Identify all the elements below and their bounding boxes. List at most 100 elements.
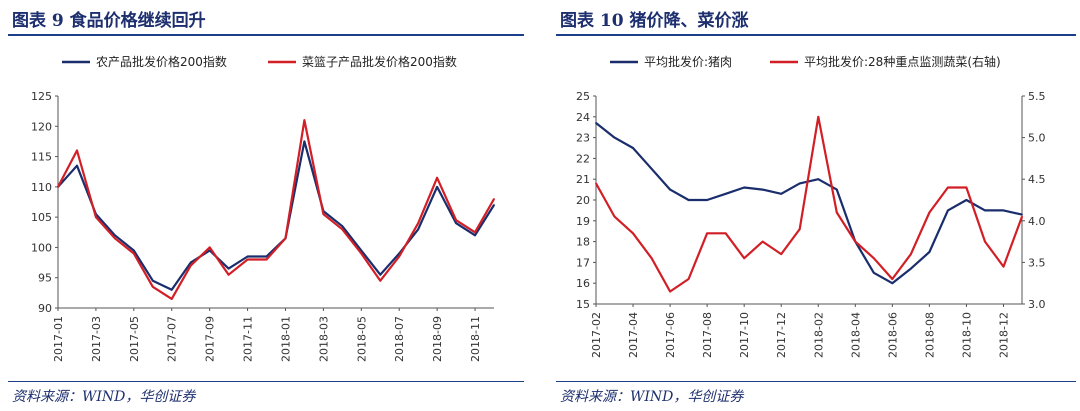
data-point	[798, 182, 801, 185]
data-point	[114, 237, 116, 240]
y-tick-label: 105	[31, 211, 52, 224]
x-tick-label: 2018-03	[317, 316, 330, 362]
chart-left: 农产品批发价格200指数 菜篮子产品批发价格200指数 90 95 100 105 110 1…	[31, 54, 495, 362]
data-point	[151, 279, 154, 282]
data-point	[360, 249, 363, 252]
data-point	[632, 232, 634, 235]
data-point	[303, 119, 306, 122]
x-tick-label: 2018-08	[923, 312, 936, 358]
legend-label-1: 平均批发价:猪肉	[644, 54, 732, 69]
chart-right: 平均批发价:猪肉 平均批发价:28种重点监测蔬菜(右轴) 15 16 17 18 19 20 2…	[576, 54, 1046, 358]
data-point	[379, 273, 382, 276]
figure-9-panel: 图表 9 食品价格继续回升 农产品批发价格200指数 菜篮子产品批发价格200指数…	[0, 0, 528, 411]
figure-9-title-rule	[8, 34, 524, 36]
data-point	[632, 147, 634, 149]
data-point	[780, 253, 783, 256]
x-tick-label: 2018-11	[469, 316, 482, 362]
data-point	[595, 182, 597, 185]
x-tick-label: 2018-09	[431, 316, 444, 362]
data-point	[455, 219, 457, 222]
data-point	[284, 237, 287, 240]
data-point	[613, 136, 616, 139]
data-point	[379, 279, 382, 282]
data-point	[891, 282, 894, 285]
x-tick-label: 2017-02	[590, 312, 603, 358]
data-point	[417, 222, 420, 225]
series-line-2	[57, 119, 495, 300]
y-tick-label: 90	[38, 302, 52, 315]
data-point	[835, 188, 838, 191]
data-point	[891, 278, 894, 280]
data-point	[493, 204, 495, 206]
data-point	[132, 252, 135, 255]
data-point	[132, 249, 135, 252]
data-point	[669, 290, 671, 293]
y-tick-label: 100	[31, 241, 52, 254]
data-point	[687, 199, 690, 201]
y-tick-label: 17	[576, 256, 590, 269]
x-tick-label: 2018-10	[960, 312, 973, 358]
x-tick-label: 2018-02	[812, 312, 825, 358]
data-point	[817, 178, 820, 181]
data-point	[595, 122, 597, 124]
x-tick-label: 2017-03	[90, 316, 103, 362]
data-point	[170, 288, 173, 291]
series-line-1	[57, 140, 495, 291]
figure-10-title: 图表 10 猪价降、菜价涨	[560, 11, 749, 31]
data-point	[910, 267, 912, 270]
y-tick-label: 19	[576, 215, 590, 228]
data-point	[984, 209, 986, 212]
data-point	[246, 258, 249, 261]
data-point	[208, 246, 211, 249]
x-tick-label: 2018-06	[886, 312, 899, 358]
y-tick-label: 22	[576, 152, 590, 165]
y-right-tick-label: 5.0	[1028, 132, 1046, 145]
data-point	[398, 255, 401, 258]
legend-label-2: 平均批发价:28种重点监测蔬菜(右轴)	[804, 54, 1001, 69]
data-point	[761, 188, 764, 191]
data-point	[650, 167, 653, 170]
x-tick-label: 2017-04	[627, 312, 640, 358]
data-point	[613, 215, 616, 218]
data-point	[303, 140, 306, 143]
data-point	[417, 228, 420, 231]
y-tick-label: 20	[576, 194, 590, 207]
series-line-1	[595, 122, 1023, 285]
data-point	[706, 232, 708, 235]
data-point	[265, 258, 268, 261]
y-right-tick-label: 4.5	[1028, 173, 1046, 186]
x-tick-label: 2018-05	[355, 316, 368, 362]
data-point	[965, 199, 968, 201]
data-point	[76, 149, 78, 152]
data-point	[227, 273, 230, 276]
figure-9-source: 资料来源：WIND，华创证券	[12, 389, 196, 405]
data-point	[798, 228, 801, 231]
data-point	[114, 234, 116, 237]
data-point	[341, 225, 344, 228]
y-tick-label: 21	[576, 173, 590, 186]
y-right-tick-label: 3.0	[1028, 298, 1046, 311]
figure-10-panel: 图表 10 猪价降、菜价涨 平均批发价:猪肉 平均批发价:28种重点监测蔬菜(右轴…	[548, 0, 1080, 411]
data-point	[780, 192, 783, 195]
y-right-tick-label: 4.0	[1028, 215, 1046, 228]
y-tick-label: 115	[31, 151, 52, 164]
data-point	[984, 240, 986, 243]
y-tick-label: 125	[31, 90, 52, 103]
data-point	[1021, 215, 1023, 218]
x-tick-label: 2017-09	[204, 316, 217, 362]
x-tick-label: 2017-05	[128, 316, 141, 362]
data-point	[687, 278, 690, 280]
data-point	[743, 186, 746, 189]
figure-10-source-rule	[556, 381, 1076, 382]
y-tick-label: 15	[576, 298, 590, 311]
legend-label-2: 菜篮子产品批发价格200指数	[302, 54, 457, 69]
x-tick-label: 2017-01	[52, 316, 65, 362]
data-point	[761, 240, 764, 243]
data-point	[928, 211, 931, 214]
data-point	[227, 267, 230, 270]
data-point	[1002, 265, 1005, 268]
data-point	[854, 240, 857, 243]
x-tick-label: 2017-08	[701, 312, 714, 358]
x-tick-label: 2017-06	[664, 312, 677, 358]
data-point	[76, 164, 78, 167]
